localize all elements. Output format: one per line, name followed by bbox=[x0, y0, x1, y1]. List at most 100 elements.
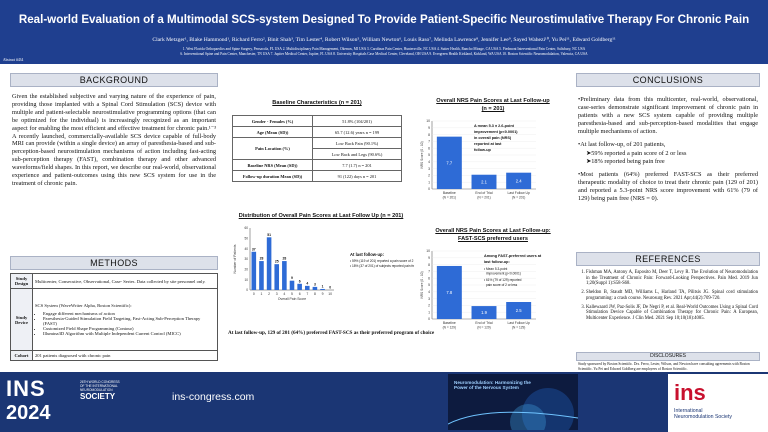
meeting-info: 26TH WORLD CONGRESS OF THE INTERNATIONAL… bbox=[80, 380, 166, 424]
x-tick-label: 8 bbox=[314, 292, 316, 296]
meeting-line: 26TH WORLD CONGRESS bbox=[80, 380, 120, 384]
bar bbox=[304, 285, 310, 290]
y-axis-label: NRS Score (0 - 10) bbox=[420, 141, 424, 168]
data-label: 28 bbox=[260, 257, 264, 261]
data-label: 2.5 bbox=[516, 308, 522, 313]
row-label: Baseline NRS (Mean (SD)) bbox=[232, 159, 313, 171]
bar bbox=[259, 261, 264, 290]
methods-label: Cohort bbox=[10, 350, 33, 361]
nrs-chart-title: Overall NRS Pain Scores at Last Follow-u… bbox=[436, 98, 550, 104]
table-row: Pain Location (%) Low Back Pain (90.1%) bbox=[232, 137, 402, 160]
baseline-table: Gender - Females (%) 51.8% (104/201) Age … bbox=[232, 115, 402, 182]
y-tick-label: 3 bbox=[428, 167, 430, 171]
annotation-text: A mean 5.3 ± 2.6-point improvement (p<0.0… bbox=[474, 124, 518, 152]
x-tick-sublabel: (N = 201) bbox=[512, 196, 525, 200]
x-tick-label: 1 bbox=[261, 292, 263, 296]
y-tick-label: 4 bbox=[428, 160, 430, 164]
nrs-chart: 0 1 2 3 4 5 6 7 8 9 10 NRS Score (0 - 10) 7.7 Baselin… bbox=[420, 119, 536, 200]
data-label: 25 bbox=[275, 260, 279, 264]
annotation-bullet: • 59% (119 of 201) reported a pain score… bbox=[350, 259, 414, 263]
row-value: Low Back Pain (90.1%) bbox=[312, 137, 402, 149]
annotation-bullet: • 61% (79 of 129) reported pain score of … bbox=[484, 278, 522, 287]
y-tick-label: 3 bbox=[428, 297, 430, 301]
data-label: 2.1 bbox=[481, 179, 487, 184]
row-label: Gender - Females (%) bbox=[232, 115, 313, 127]
y-tick-label: 2 bbox=[428, 304, 430, 308]
background-text: Given the established subjective and var… bbox=[12, 93, 216, 187]
device-features: Engage different mechanisms of action Pa… bbox=[43, 311, 215, 336]
y-tick-label: 40 bbox=[244, 247, 248, 251]
bar bbox=[297, 283, 302, 290]
x-tick-sublabel: (N = 129) bbox=[477, 326, 490, 330]
y-tick-label: 5 bbox=[428, 153, 430, 157]
device-feature: Paresthesia-Guided Stimulation Field Tar… bbox=[43, 316, 215, 326]
annotation-title: Among FAST-preferred users at last follow… bbox=[484, 254, 542, 264]
x-tick-sublabel: (N = 201) bbox=[443, 196, 456, 200]
congress-url[interactable]: ins-congress.com bbox=[172, 391, 255, 403]
annotation-bullet: • 18% (37 of 201) of subjects reported p… bbox=[350, 264, 414, 268]
x-axis-label: Overall Pain Score bbox=[278, 297, 306, 301]
y-tick-label: 30 bbox=[244, 257, 248, 261]
annotation-line: pain score of 2 or less bbox=[486, 283, 518, 287]
methods-row-design: Study Design Multicenter, Consecutive, O… bbox=[10, 273, 218, 289]
bar bbox=[282, 261, 287, 290]
y-tick-label: 7 bbox=[428, 270, 430, 274]
data-label: 2.4 bbox=[516, 178, 522, 183]
bar bbox=[436, 136, 462, 189]
annotation-line: improvement (p<0.0001) bbox=[474, 130, 518, 134]
author-list: Clark Metzger¹, Blake Hammond¹, Richard … bbox=[152, 37, 616, 43]
data-label: 6 bbox=[299, 279, 301, 283]
y-tick-label: 6 bbox=[428, 146, 430, 150]
y-tick-label: 0 bbox=[428, 187, 430, 191]
promo-graphic bbox=[448, 388, 578, 430]
reference-list: Fishman MA, Antony A, Esposito M, Deer T… bbox=[578, 270, 758, 325]
annotation-line: reported at last bbox=[474, 142, 502, 146]
methods-table: Study Design Multicenter, Consecutive, O… bbox=[10, 273, 218, 361]
x-tick-label: End of Trial bbox=[475, 191, 492, 195]
ins-2024-logo: INS 2024 bbox=[6, 376, 78, 428]
y-tick-label: 5 bbox=[428, 283, 430, 287]
data-label: 28 bbox=[282, 257, 286, 261]
y-tick-label: 10 bbox=[426, 119, 430, 123]
y-tick-label: 60 bbox=[244, 226, 248, 230]
y-tick-label: 20 bbox=[244, 268, 248, 272]
y-tick-label: 4 bbox=[428, 290, 430, 294]
bar bbox=[266, 237, 272, 290]
reference-item: Fishman MA, Antony A, Esposito M, Deer T… bbox=[586, 270, 758, 287]
y-tick-label: 9 bbox=[428, 126, 430, 130]
fast-chart-title: Overall NRS Pain Scores at Last Follow-u… bbox=[435, 228, 551, 234]
x-tick-label: Baseline bbox=[443, 321, 456, 325]
row-label: Follow-up duration Mean (SD)) bbox=[232, 170, 313, 182]
data-label: 37 bbox=[252, 247, 256, 251]
abstract-number: Abstract #434 bbox=[3, 58, 24, 62]
x-tick-sublabel: (N = 129) bbox=[443, 326, 456, 330]
x-tick-sublabel: (N = 129) bbox=[512, 326, 525, 330]
x-tick-label: 0 bbox=[253, 292, 255, 296]
y-tick-label: 0 bbox=[246, 288, 248, 292]
bar bbox=[471, 306, 497, 319]
data-label: 3 bbox=[314, 282, 316, 286]
methods-value: Multicenter, Consecutive, Observational,… bbox=[32, 273, 218, 289]
bar bbox=[289, 280, 295, 290]
annotation-line: • Mean 5.3-point bbox=[484, 267, 507, 271]
x-tick-label: 6 bbox=[299, 292, 301, 296]
data-label: 7.7 bbox=[446, 160, 452, 165]
conclusion-subpoint: ➤18% reported being pain free bbox=[586, 158, 665, 165]
meeting-line: NEUROMODULATION bbox=[80, 388, 113, 392]
x-tick-label: 5 bbox=[291, 292, 293, 296]
bar bbox=[506, 172, 532, 189]
methods-heading: METHODS bbox=[10, 256, 218, 270]
y-tick-label: 6 bbox=[428, 276, 430, 280]
reference-item: Kallewaard JW, Paz-Solis JF, De Negri P,… bbox=[586, 305, 758, 322]
device-name: SCS System (WaveWriter Alpha, Boston Sci… bbox=[35, 303, 132, 308]
footer-bar bbox=[0, 372, 768, 432]
row-value: 7.7 (1.7) n = 201 bbox=[312, 159, 402, 171]
conclusion-point: •Preliminary data from this multicenter,… bbox=[578, 96, 758, 135]
x-tick-label: Last Follow Up bbox=[507, 321, 530, 325]
annotation-line: Among FAST-preferred users at bbox=[484, 254, 542, 258]
table-row: Age (Mean (SD)) 65.7 (12.6) years n = 199 bbox=[232, 126, 402, 138]
baseline-title: Baseline Characteristics (n = 201) bbox=[272, 100, 362, 106]
x-tick-label: Baseline bbox=[443, 191, 456, 195]
nrs-chart-subtitle: (n = 201) bbox=[481, 106, 505, 112]
y-tick-label: 2 bbox=[428, 174, 430, 178]
